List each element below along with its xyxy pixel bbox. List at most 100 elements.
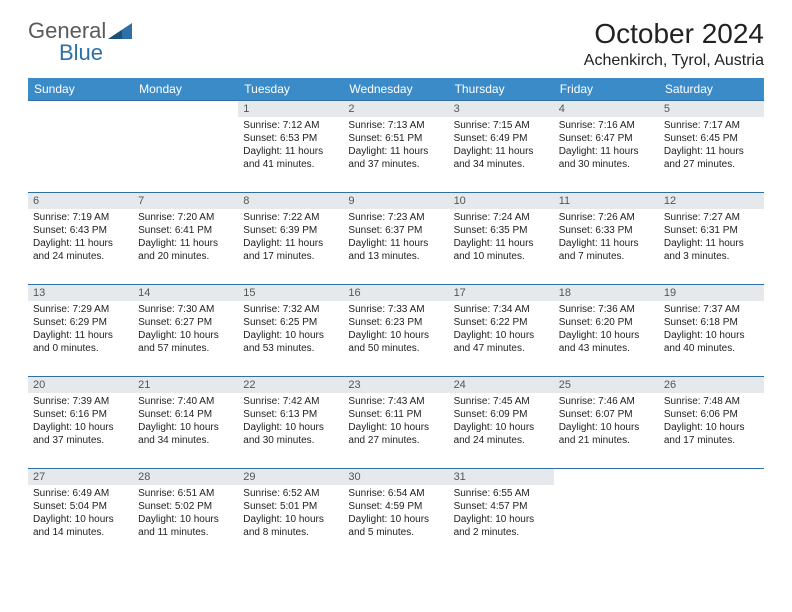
calendar-day-cell: . xyxy=(659,469,764,561)
calendar-day-cell: 25Sunrise: 7:46 AMSunset: 6:07 PMDayligh… xyxy=(554,377,659,469)
day-number: 12 xyxy=(659,193,764,209)
daylight-text: Daylight: 10 hours and 30 minutes. xyxy=(243,421,338,447)
sunrise-text: Sunrise: 7:42 AM xyxy=(243,395,338,408)
daylight-text: Daylight: 10 hours and 53 minutes. xyxy=(243,329,338,355)
calendar-body: ..1Sunrise: 7:12 AMSunset: 6:53 PMDaylig… xyxy=(28,101,764,561)
day-details: Sunrise: 7:26 AMSunset: 6:33 PMDaylight:… xyxy=(554,209,659,267)
calendar-week-row: 6Sunrise: 7:19 AMSunset: 6:43 PMDaylight… xyxy=(28,193,764,285)
sunset-text: Sunset: 6:47 PM xyxy=(559,132,654,145)
calendar-day-cell: 31Sunrise: 6:55 AMSunset: 4:57 PMDayligh… xyxy=(449,469,554,561)
day-number: 27 xyxy=(28,469,133,485)
header: General Blue October 2024 Achenkirch, Ty… xyxy=(28,18,764,70)
day-number: 11 xyxy=(554,193,659,209)
calendar-day-cell: . xyxy=(28,101,133,193)
day-number: 21 xyxy=(133,377,238,393)
sunrise-text: Sunrise: 7:39 AM xyxy=(33,395,128,408)
day-details: Sunrise: 7:46 AMSunset: 6:07 PMDaylight:… xyxy=(554,393,659,451)
calendar-week-row: ..1Sunrise: 7:12 AMSunset: 6:53 PMDaylig… xyxy=(28,101,764,193)
sunrise-text: Sunrise: 7:30 AM xyxy=(138,303,233,316)
daylight-text: Daylight: 11 hours and 0 minutes. xyxy=(33,329,128,355)
daylight-text: Daylight: 10 hours and 24 minutes. xyxy=(454,421,549,447)
daylight-text: Daylight: 10 hours and 50 minutes. xyxy=(348,329,443,355)
weekday-header: Friday xyxy=(554,78,659,101)
sunset-text: Sunset: 6:51 PM xyxy=(348,132,443,145)
sunrise-text: Sunrise: 7:17 AM xyxy=(664,119,759,132)
calendar-day-cell: 15Sunrise: 7:32 AMSunset: 6:25 PMDayligh… xyxy=(238,285,343,377)
day-number: 18 xyxy=(554,285,659,301)
sunset-text: Sunset: 6:27 PM xyxy=(138,316,233,329)
sunrise-text: Sunrise: 7:29 AM xyxy=(33,303,128,316)
day-number: 2 xyxy=(343,101,448,117)
day-details: Sunrise: 7:36 AMSunset: 6:20 PMDaylight:… xyxy=(554,301,659,359)
weekday-row: SundayMondayTuesdayWednesdayThursdayFrid… xyxy=(28,78,764,101)
daylight-text: Daylight: 11 hours and 34 minutes. xyxy=(454,145,549,171)
calendar-head: SundayMondayTuesdayWednesdayThursdayFrid… xyxy=(28,78,764,101)
calendar-day-cell: 26Sunrise: 7:48 AMSunset: 6:06 PMDayligh… xyxy=(659,377,764,469)
day-number: 7 xyxy=(133,193,238,209)
daylight-text: Daylight: 10 hours and 34 minutes. xyxy=(138,421,233,447)
sunrise-text: Sunrise: 7:43 AM xyxy=(348,395,443,408)
calendar-week-row: 20Sunrise: 7:39 AMSunset: 6:16 PMDayligh… xyxy=(28,377,764,469)
day-details: Sunrise: 6:51 AMSunset: 5:02 PMDaylight:… xyxy=(133,485,238,543)
calendar-day-cell: 16Sunrise: 7:33 AMSunset: 6:23 PMDayligh… xyxy=(343,285,448,377)
sunset-text: Sunset: 6:39 PM xyxy=(243,224,338,237)
sunrise-text: Sunrise: 6:52 AM xyxy=(243,487,338,500)
daylight-text: Daylight: 10 hours and 8 minutes. xyxy=(243,513,338,539)
sunset-text: Sunset: 6:11 PM xyxy=(348,408,443,421)
calendar-day-cell: 27Sunrise: 6:49 AMSunset: 5:04 PMDayligh… xyxy=(28,469,133,561)
sunrise-text: Sunrise: 7:34 AM xyxy=(454,303,549,316)
sunset-text: Sunset: 6:14 PM xyxy=(138,408,233,421)
day-number: 30 xyxy=(343,469,448,485)
day-details: Sunrise: 6:49 AMSunset: 5:04 PMDaylight:… xyxy=(28,485,133,543)
daylight-text: Daylight: 10 hours and 27 minutes. xyxy=(348,421,443,447)
sunset-text: Sunset: 6:37 PM xyxy=(348,224,443,237)
calendar-week-row: 27Sunrise: 6:49 AMSunset: 5:04 PMDayligh… xyxy=(28,469,764,561)
day-details: Sunrise: 6:55 AMSunset: 4:57 PMDaylight:… xyxy=(449,485,554,543)
calendar-week-row: 13Sunrise: 7:29 AMSunset: 6:29 PMDayligh… xyxy=(28,285,764,377)
sunrise-text: Sunrise: 7:27 AM xyxy=(664,211,759,224)
sunset-text: Sunset: 6:18 PM xyxy=(664,316,759,329)
day-details: Sunrise: 7:13 AMSunset: 6:51 PMDaylight:… xyxy=(343,117,448,175)
sunrise-text: Sunrise: 7:32 AM xyxy=(243,303,338,316)
title-block: October 2024 Achenkirch, Tyrol, Austria xyxy=(584,18,764,70)
day-details: Sunrise: 7:43 AMSunset: 6:11 PMDaylight:… xyxy=(343,393,448,451)
day-details: Sunrise: 7:12 AMSunset: 6:53 PMDaylight:… xyxy=(238,117,343,175)
calendar-day-cell: 2Sunrise: 7:13 AMSunset: 6:51 PMDaylight… xyxy=(343,101,448,193)
logo-text-blue: Blue xyxy=(59,40,103,65)
calendar-day-cell: . xyxy=(133,101,238,193)
daylight-text: Daylight: 11 hours and 17 minutes. xyxy=(243,237,338,263)
sunrise-text: Sunrise: 7:33 AM xyxy=(348,303,443,316)
calendar-day-cell: 23Sunrise: 7:43 AMSunset: 6:11 PMDayligh… xyxy=(343,377,448,469)
sunrise-text: Sunrise: 7:36 AM xyxy=(559,303,654,316)
daylight-text: Daylight: 10 hours and 21 minutes. xyxy=(559,421,654,447)
sunset-text: Sunset: 6:49 PM xyxy=(454,132,549,145)
calendar-day-cell: 3Sunrise: 7:15 AMSunset: 6:49 PMDaylight… xyxy=(449,101,554,193)
calendar-day-cell: 30Sunrise: 6:54 AMSunset: 4:59 PMDayligh… xyxy=(343,469,448,561)
daylight-text: Daylight: 10 hours and 43 minutes. xyxy=(559,329,654,355)
day-details: Sunrise: 7:22 AMSunset: 6:39 PMDaylight:… xyxy=(238,209,343,267)
sunset-text: Sunset: 4:59 PM xyxy=(348,500,443,513)
month-title: October 2024 xyxy=(584,18,764,50)
day-number: 26 xyxy=(659,377,764,393)
day-number: 6 xyxy=(28,193,133,209)
sunset-text: Sunset: 6:41 PM xyxy=(138,224,233,237)
daylight-text: Daylight: 11 hours and 27 minutes. xyxy=(664,145,759,171)
day-details: Sunrise: 7:30 AMSunset: 6:27 PMDaylight:… xyxy=(133,301,238,359)
sunrise-text: Sunrise: 6:49 AM xyxy=(33,487,128,500)
calendar-day-cell: 17Sunrise: 7:34 AMSunset: 6:22 PMDayligh… xyxy=(449,285,554,377)
day-details: Sunrise: 7:40 AMSunset: 6:14 PMDaylight:… xyxy=(133,393,238,451)
day-details: Sunrise: 7:37 AMSunset: 6:18 PMDaylight:… xyxy=(659,301,764,359)
day-details: Sunrise: 7:16 AMSunset: 6:47 PMDaylight:… xyxy=(554,117,659,175)
sunrise-text: Sunrise: 7:24 AM xyxy=(454,211,549,224)
sunset-text: Sunset: 6:31 PM xyxy=(664,224,759,237)
daylight-text: Daylight: 11 hours and 7 minutes. xyxy=(559,237,654,263)
sunrise-text: Sunrise: 7:22 AM xyxy=(243,211,338,224)
calendar-day-cell: 19Sunrise: 7:37 AMSunset: 6:18 PMDayligh… xyxy=(659,285,764,377)
calendar-page: General Blue October 2024 Achenkirch, Ty… xyxy=(0,0,792,573)
sunset-text: Sunset: 6:45 PM xyxy=(664,132,759,145)
daylight-text: Daylight: 10 hours and 17 minutes. xyxy=(664,421,759,447)
calendar-day-cell: 4Sunrise: 7:16 AMSunset: 6:47 PMDaylight… xyxy=(554,101,659,193)
daylight-text: Daylight: 10 hours and 11 minutes. xyxy=(138,513,233,539)
sunrise-text: Sunrise: 7:12 AM xyxy=(243,119,338,132)
sunset-text: Sunset: 6:35 PM xyxy=(454,224,549,237)
